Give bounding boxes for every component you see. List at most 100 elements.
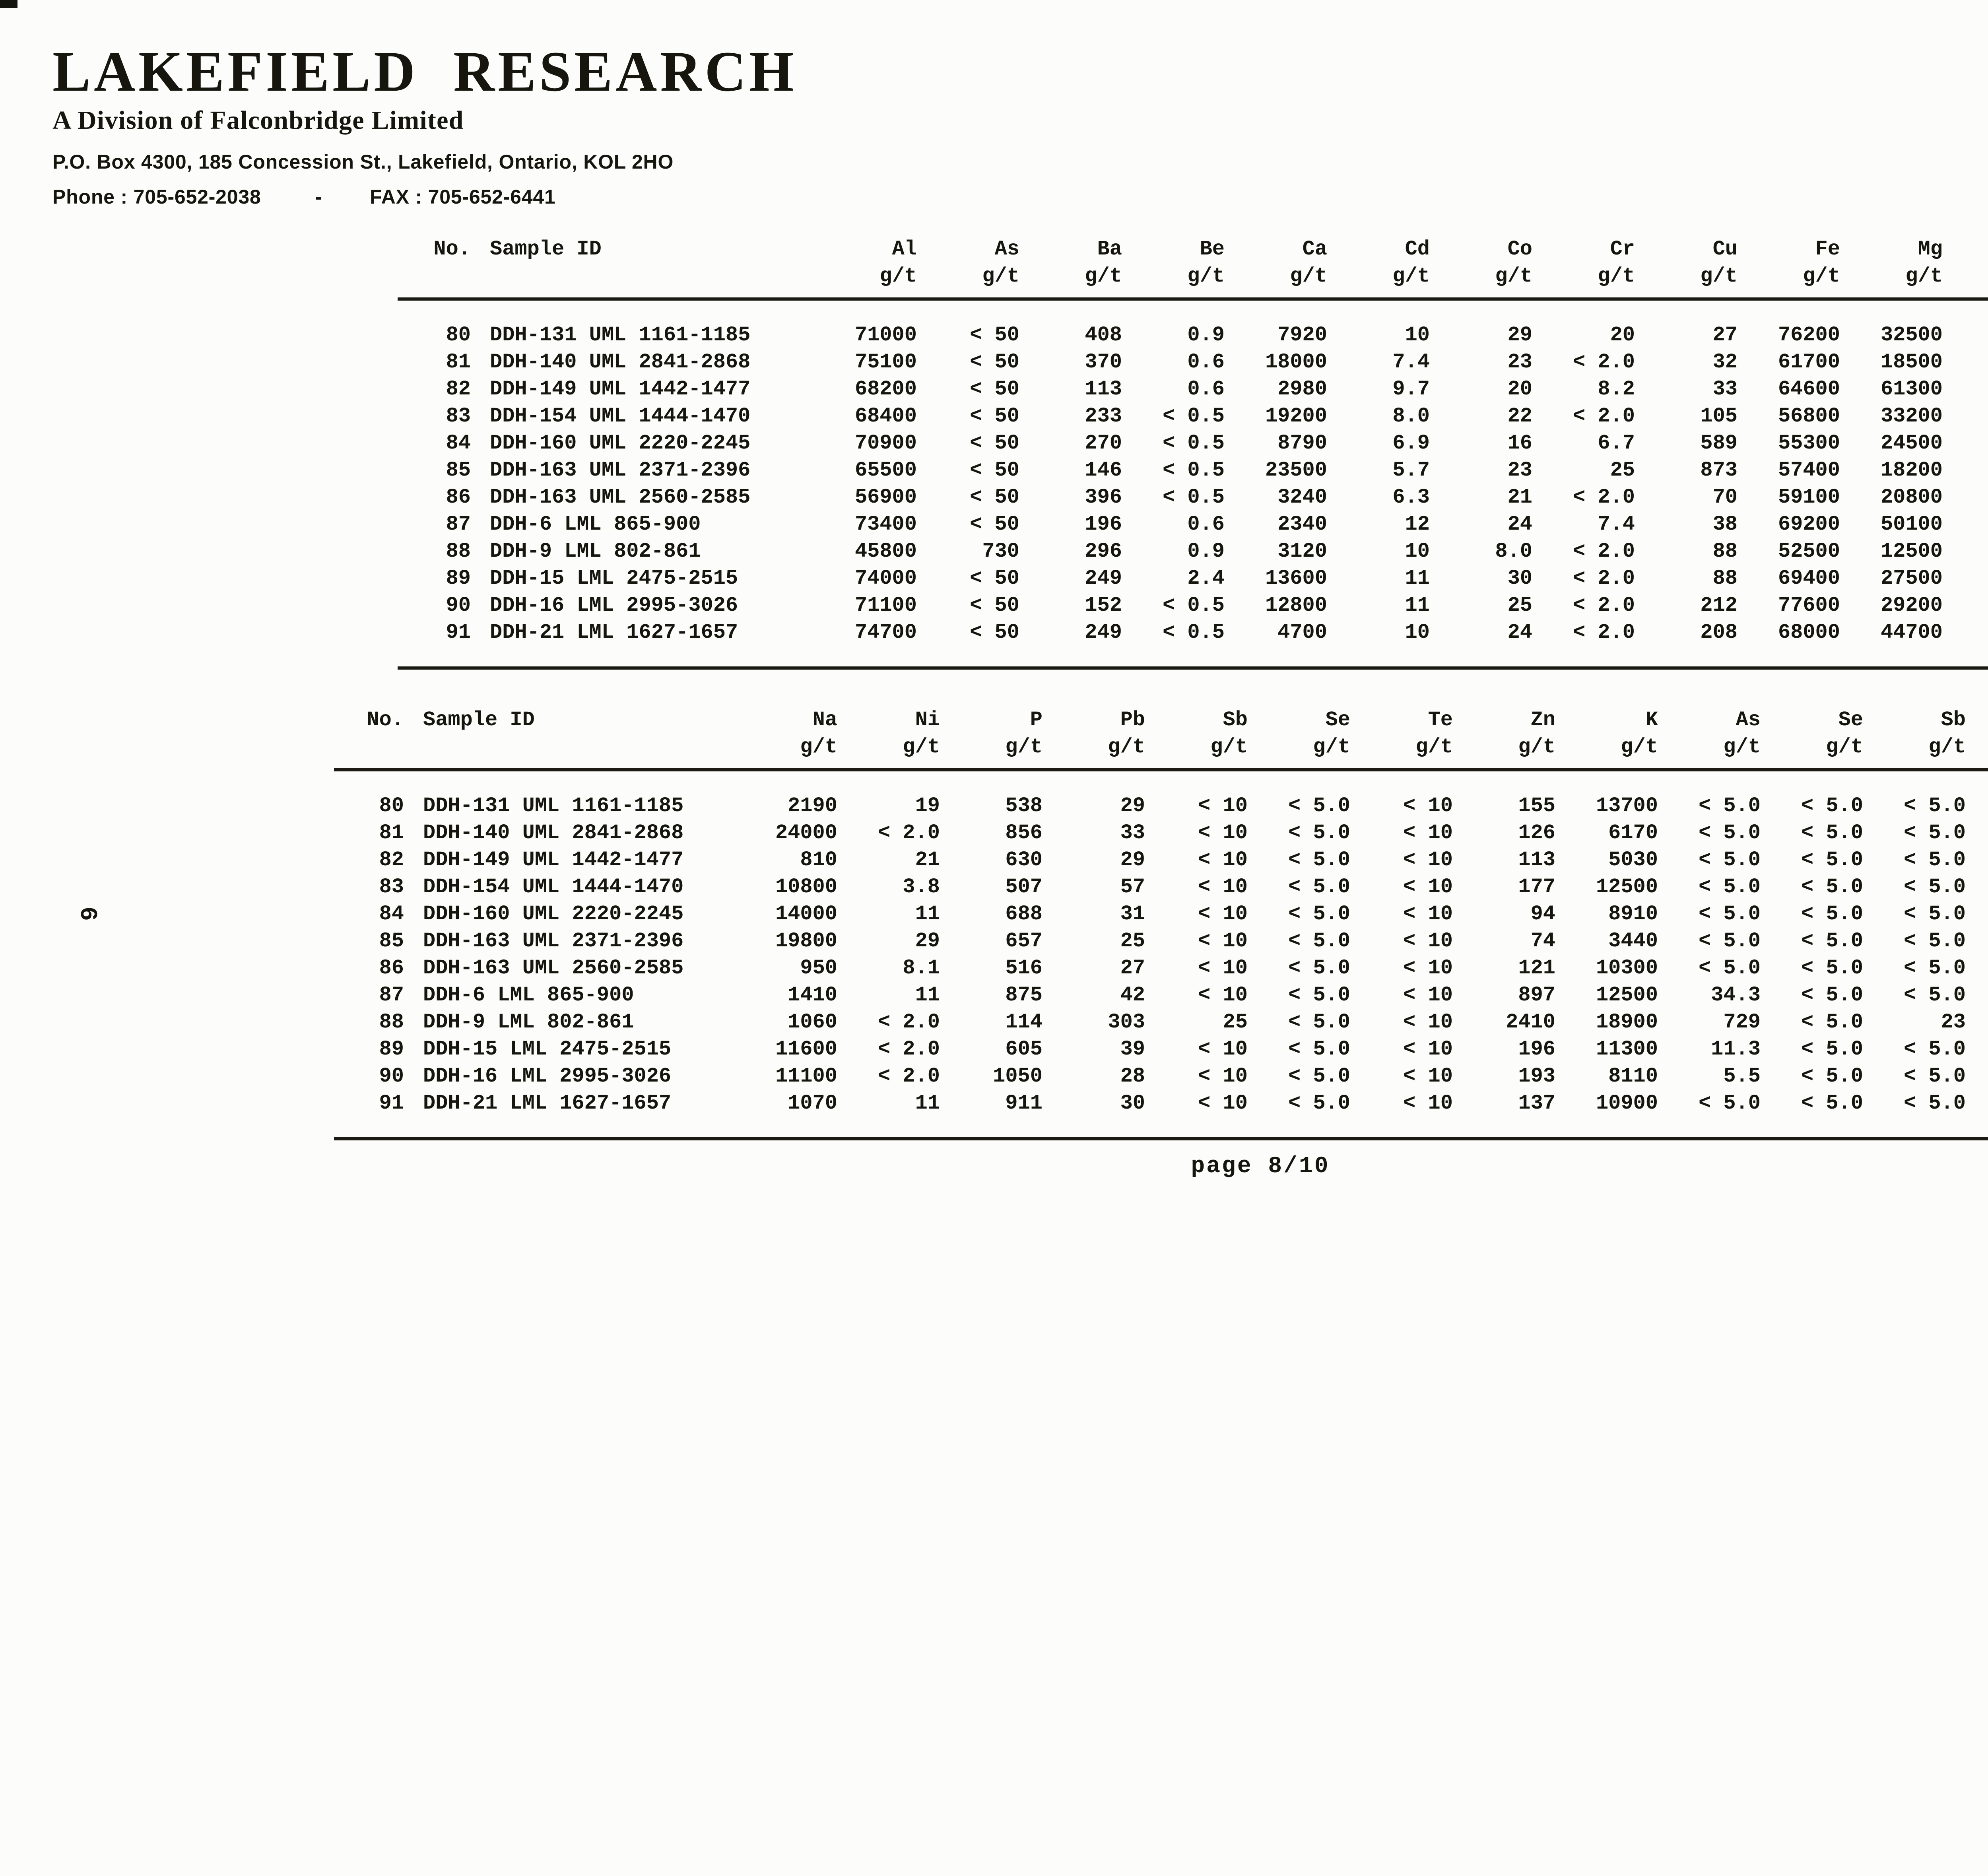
value-cell: 146 <box>1085 458 1122 482</box>
value-cell: < 5.0 <box>1801 1091 1863 1115</box>
column-header: Cd <box>1405 237 1430 261</box>
contact-line: Phone : 705-652-2038 - FAX : 705-652-6441 <box>52 186 797 208</box>
value-cell: < 2.0 <box>878 1064 940 1088</box>
phone-fax-separator: - <box>315 186 322 208</box>
value-cell: 1410 <box>1943 592 1988 619</box>
value-cell: < 50 <box>970 431 1019 455</box>
value-cell: < 5.0 <box>1801 929 1863 953</box>
sample-id-cell: DDH-9 LML 802-861 <box>423 1010 634 1034</box>
value-cell: < 5.0 <box>1903 929 1966 953</box>
column-header: Cu <box>1712 237 1738 261</box>
column-header: K <box>1645 708 1658 732</box>
column-unit: g/t <box>1761 733 1863 771</box>
row-number-cell: 88 <box>379 1010 404 1034</box>
value-cell: 24000 <box>775 821 837 845</box>
value-cell: < 10 <box>1403 1064 1453 1088</box>
value-cell: 296 <box>1085 539 1122 563</box>
value-cell: 249 <box>1085 620 1122 644</box>
value-cell: 1060 <box>788 1010 837 1034</box>
value-cell: < 10 <box>1198 1064 1248 1088</box>
value-cell: 88 <box>1712 539 1738 563</box>
column-unit: g/t <box>735 733 837 771</box>
value-cell: 33 <box>1712 377 1738 401</box>
sample-id-cell: DDH-131 UML 1161-1185 <box>423 794 684 818</box>
value-cell: 61700 <box>1778 350 1840 374</box>
value-cell: 29 <box>1120 794 1145 818</box>
column-unit: g/t <box>1145 733 1248 771</box>
value-cell: < 5.0 <box>1698 1091 1761 1115</box>
column-header: Fe <box>1815 237 1840 261</box>
value-cell: < 10 <box>1403 875 1453 899</box>
value-cell: 64600 <box>1778 377 1840 401</box>
value-cell: 71100 <box>854 593 917 617</box>
row-number-cell: 80 <box>446 323 471 347</box>
value-cell: 19800 <box>775 929 837 953</box>
value-cell: 113 <box>1518 848 1555 872</box>
row-number-cell: 90 <box>379 1064 404 1088</box>
row-number-cell: 82 <box>446 377 471 401</box>
value-cell: 0.4 <box>1966 981 1988 1008</box>
value-cell: < 5.0 <box>1698 956 1761 980</box>
value-cell: 870 <box>1943 456 1988 484</box>
value-cell: 45800 <box>854 539 917 563</box>
value-cell: 856 <box>1005 821 1043 845</box>
value-cell: < 5.0 <box>1801 794 1863 818</box>
value-cell: < 2.0 <box>1573 350 1635 374</box>
value-cell: < 10 <box>1198 929 1248 953</box>
value-cell: 30 <box>1120 1091 1145 1115</box>
row-number-cell: 84 <box>446 431 471 455</box>
company-name: LAKEFIELD RESEARCH <box>52 40 797 103</box>
value-cell: 29200 <box>1880 593 1943 617</box>
value-cell: 270 <box>1085 431 1122 455</box>
value-cell: < 5.0 <box>1288 875 1350 899</box>
value-cell: 729 <box>1723 1010 1761 1034</box>
value-cell: < 0.3 <box>1966 819 1988 846</box>
column-unit: g/t <box>1350 733 1453 771</box>
header-row: No.Sample IDNaNiPPbSbSeTeZnKAsSeSbHgCO2 <box>334 706 1988 733</box>
value-cell: 23 <box>1507 350 1532 374</box>
column-unit: g/t <box>1635 262 1738 301</box>
row-number-cell: 81 <box>446 350 471 374</box>
value-cell: 19200 <box>1265 404 1327 428</box>
column-unit: g/t <box>1555 733 1658 771</box>
value-cell: 75100 <box>854 350 917 374</box>
value-cell: 57400 <box>1778 458 1840 482</box>
value-cell: 56900 <box>854 485 917 509</box>
table-row: 85 DDH-163 UML 2371-2396 65500 < 50 146 < 0.5… <box>398 456 1988 484</box>
value-cell: 303 <box>1108 1010 1145 1034</box>
table-row: 84 DDH-160 UML 2220-2245 14000 11 688 31 < 10 <… <box>334 900 1988 927</box>
value-cell: 5.5 <box>1723 1064 1761 1088</box>
column-unit: g/t <box>1248 733 1350 771</box>
value-cell: < 5.0 <box>1288 1037 1350 1061</box>
value-cell: 19 <box>915 794 940 818</box>
value-cell: 6.3 <box>1392 485 1430 509</box>
row-number-cell: 87 <box>446 512 471 536</box>
value-cell: 68400 <box>854 404 917 428</box>
value-cell: < 0.5 <box>1162 620 1225 644</box>
table-row: 84 DDH-160 UML 2220-2245 70900 < 50 270 < 0.5… <box>398 429 1988 456</box>
value-cell: < 50 <box>970 323 1019 347</box>
table-row: 89 DDH-15 LML 2475-2515 11600 < 2.0 605 39 < 1… <box>334 1035 1988 1062</box>
units-row: g/tg/tg/tg/tg/tg/tg/tg/tg/tg/tg/tg/tg/t <box>398 262 1988 301</box>
value-cell: < 0.5 <box>1162 485 1225 509</box>
column-unit <box>334 733 404 771</box>
value-cell: < 50 <box>970 350 1019 374</box>
sample-id-cell: DDH-149 UML 1442-1477 <box>423 848 684 872</box>
value-cell: 1070 <box>788 1091 837 1115</box>
value-cell: 7.4 <box>1392 350 1430 374</box>
value-cell: 16 <box>1507 431 1532 455</box>
sample-id-cell: DDH-163 UML 2371-2396 <box>490 458 751 482</box>
value-cell: 516 <box>1005 956 1043 980</box>
value-cell: 538 <box>1005 794 1043 818</box>
value-cell: < 5.0 <box>1801 821 1863 845</box>
value-cell: 70 <box>1712 485 1738 509</box>
value-cell: 370 <box>1085 350 1122 374</box>
value-cell: < 2.0 <box>878 1010 940 1034</box>
row-number-cell: 91 <box>446 620 471 644</box>
column-unit: g/t <box>1019 262 1122 301</box>
table-row: 88 DDH-9 LML 802-861 1060 < 2.0 114 303 25 < 5.… <box>334 1008 1988 1035</box>
value-cell: 21 <box>915 848 940 872</box>
value-cell: 2340 <box>1277 512 1327 536</box>
value-cell: 1120 <box>1943 619 1988 668</box>
